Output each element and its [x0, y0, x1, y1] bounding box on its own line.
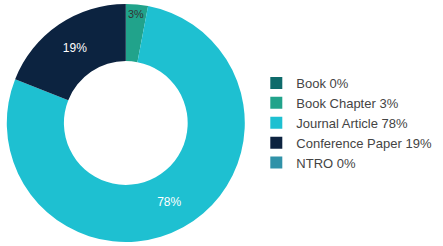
svg-text:Journal Article 78%: Journal Article 78% — [296, 116, 408, 131]
svg-text:19%: 19% — [63, 41, 87, 55]
svg-text:Book Chapter 3%: Book Chapter 3% — [296, 96, 398, 111]
svg-text:3%: 3% — [128, 8, 144, 20]
svg-text:78%: 78% — [157, 195, 181, 209]
svg-text:NTRO 0%: NTRO 0% — [296, 156, 356, 171]
svg-text:Conference Paper 19%: Conference Paper 19% — [296, 136, 432, 151]
svg-text:Book 0%: Book 0% — [296, 76, 348, 91]
